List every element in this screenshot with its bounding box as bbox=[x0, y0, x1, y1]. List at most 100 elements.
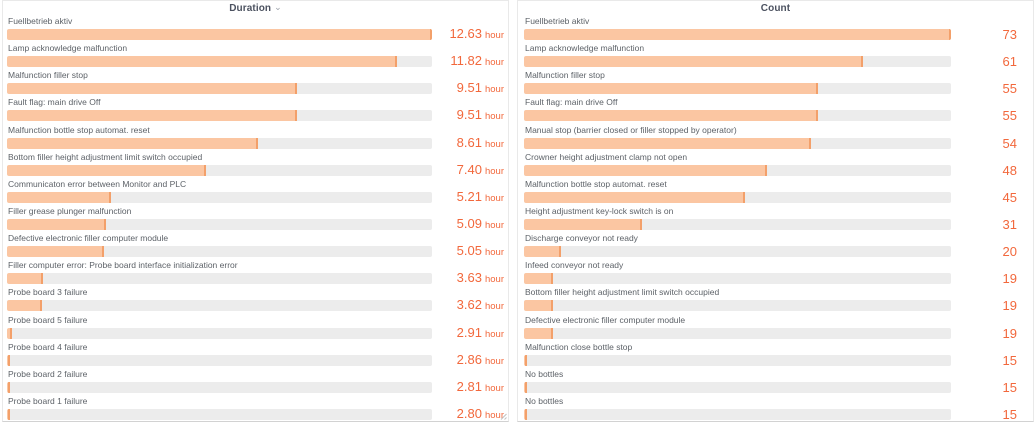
fault-row[interactable]: Malfunction bottle stop automat. reset 4… bbox=[524, 178, 1031, 205]
fault-row[interactable]: Fault flag: main drive Off 55 bbox=[524, 96, 1031, 123]
fault-row[interactable]: Defective electronic filler computer mod… bbox=[7, 232, 505, 259]
value-label: 31 bbox=[951, 218, 1031, 231]
resize-handle-icon[interactable] bbox=[500, 413, 507, 420]
bar[interactable] bbox=[7, 408, 10, 420]
duration-panel-header[interactable]: Duration ⌄ bbox=[3, 1, 508, 16]
bar[interactable] bbox=[524, 273, 554, 285]
bar-track bbox=[524, 29, 951, 40]
bar-track bbox=[7, 56, 432, 68]
bar[interactable] bbox=[7, 137, 259, 149]
bar-track bbox=[7, 381, 432, 393]
fault-row[interactable]: Lamp acknowledge malfunction 61 bbox=[524, 42, 1031, 69]
fault-row[interactable]: Fuellbetrieb aktiv 12.63 hour bbox=[7, 15, 505, 42]
bar-track bbox=[524, 110, 951, 122]
bar[interactable] bbox=[524, 300, 554, 312]
value-number: 2.86 bbox=[456, 351, 482, 367]
duration-panel: Duration ⌄ Fuellbetrieb aktiv 12.63 hour L… bbox=[2, 0, 509, 422]
fault-row[interactable]: Crowner height adjustment clamp not open… bbox=[524, 151, 1031, 178]
fault-label: Filler grease plunger malfunction bbox=[8, 205, 132, 216]
fault-row[interactable]: Communicaton error between Monitor and P… bbox=[7, 178, 505, 205]
bar[interactable] bbox=[524, 408, 527, 420]
fault-label: Probe board 4 failure bbox=[8, 341, 88, 352]
fault-row[interactable]: Malfunction close bottle stop 15 bbox=[524, 341, 1031, 368]
bar[interactable] bbox=[524, 137, 812, 149]
bar[interactable] bbox=[524, 354, 527, 366]
value-number: 73 bbox=[1002, 27, 1017, 42]
bar[interactable] bbox=[7, 218, 106, 230]
fault-label: No bottles bbox=[525, 368, 564, 379]
fault-row[interactable]: Probe board 5 failure 2.91 hour bbox=[7, 314, 505, 341]
bar[interactable] bbox=[7, 300, 43, 312]
fault-row[interactable]: No bottles 15 bbox=[524, 395, 1031, 422]
fault-row[interactable]: Malfunction filler stop 55 bbox=[524, 69, 1031, 96]
count-panel-header[interactable]: Count bbox=[518, 1, 1033, 16]
bar[interactable] bbox=[7, 381, 10, 393]
bar[interactable] bbox=[524, 110, 819, 122]
value-number: 15 bbox=[1002, 379, 1017, 395]
bar[interactable] bbox=[7, 327, 12, 339]
fault-row[interactable]: Malfunction filler stop 9.51 hour bbox=[7, 69, 505, 96]
fault-row[interactable]: Probe board 4 failure 2.86 hour bbox=[7, 341, 505, 368]
bar[interactable] bbox=[7, 191, 112, 203]
bar[interactable] bbox=[524, 381, 527, 393]
fault-row[interactable]: Filler computer error: Probe board inter… bbox=[7, 259, 505, 286]
value-unit: hour bbox=[484, 355, 504, 367]
value-unit: hour bbox=[484, 247, 504, 259]
value-number: 19 bbox=[1002, 271, 1017, 287]
bar[interactable] bbox=[7, 110, 298, 122]
bar[interactable] bbox=[7, 29, 432, 40]
value-number: 5.21 bbox=[456, 188, 482, 204]
fault-row[interactable]: Filler grease plunger malfunction 5.09 ho… bbox=[7, 205, 505, 232]
bar[interactable] bbox=[7, 246, 105, 258]
value-unit: hour bbox=[484, 274, 504, 286]
bar[interactable] bbox=[7, 354, 10, 366]
bar[interactable] bbox=[524, 246, 561, 258]
fault-row[interactable]: Probe board 3 failure 3.62 hour bbox=[7, 286, 505, 313]
bar[interactable] bbox=[524, 56, 863, 68]
fault-row[interactable]: Infeed conveyor not ready 19 bbox=[524, 259, 1031, 286]
fault-row[interactable]: Probe board 1 failure 2.80 hour bbox=[7, 395, 505, 422]
fault-label: Malfunction bottle stop automat. reset bbox=[8, 124, 150, 135]
value-number: 31 bbox=[1002, 216, 1017, 232]
value-label: 19 bbox=[951, 327, 1031, 340]
bar-track bbox=[7, 83, 432, 95]
bar-track bbox=[524, 327, 951, 339]
fault-label: Discharge conveyor not ready bbox=[525, 233, 638, 244]
bar[interactable] bbox=[524, 191, 745, 203]
fault-row[interactable]: Bottom filler height adjustment limit sw… bbox=[524, 286, 1031, 313]
count-panel-title: Count bbox=[760, 3, 791, 14]
fault-row[interactable]: Discharge conveyor not ready 20 bbox=[524, 232, 1031, 259]
bar-track bbox=[524, 246, 951, 258]
bar[interactable] bbox=[524, 327, 554, 339]
fault-row[interactable]: Bottom filler height adjustment limit sw… bbox=[7, 151, 505, 178]
fault-row[interactable]: Probe board 2 failure 2.81 hour bbox=[7, 368, 505, 395]
bar[interactable] bbox=[524, 83, 819, 95]
fault-label: Defective electronic filler computer mod… bbox=[8, 233, 169, 244]
bar[interactable] bbox=[7, 164, 206, 176]
bar[interactable] bbox=[524, 164, 767, 176]
fault-row[interactable]: Defective electronic filler computer mod… bbox=[524, 314, 1031, 341]
fault-label: Height adjustment key-lock switch is on bbox=[525, 205, 674, 216]
duration-panel-title: Duration bbox=[229, 3, 272, 14]
duration-rows: Fuellbetrieb aktiv 12.63 hour Lamp acknow… bbox=[7, 15, 505, 422]
fault-row[interactable]: Fuellbetrieb aktiv 73 bbox=[524, 15, 1031, 42]
fault-row[interactable]: No bottles 15 bbox=[524, 368, 1031, 395]
value-label: 5.09 hour bbox=[432, 217, 505, 232]
fault-row[interactable]: Lamp acknowledge malfunction 11.82 hour bbox=[7, 42, 505, 69]
bar[interactable] bbox=[7, 273, 43, 285]
fault-row[interactable]: Fault flag: main drive Off 9.51 hour bbox=[7, 96, 505, 123]
bar[interactable] bbox=[524, 29, 951, 40]
bar[interactable] bbox=[524, 218, 642, 230]
bar[interactable] bbox=[7, 83, 298, 95]
value-number: 55 bbox=[1002, 108, 1017, 124]
value-label: 19 bbox=[951, 299, 1031, 312]
fault-label: Fault flag: main drive Off bbox=[8, 97, 101, 108]
bar-track bbox=[7, 164, 432, 176]
value-number: 19 bbox=[1002, 298, 1017, 314]
bar-track bbox=[524, 218, 951, 230]
fault-row[interactable]: Manual stop (barrier closed or filler st… bbox=[524, 124, 1031, 151]
fault-row[interactable]: Malfunction bottle stop automat. reset 8… bbox=[7, 124, 505, 151]
bar[interactable] bbox=[7, 56, 397, 68]
fault-row[interactable]: Height adjustment key-lock switch is on … bbox=[524, 205, 1031, 232]
chevron-down-icon[interactable]: ⌄ bbox=[274, 2, 282, 12]
